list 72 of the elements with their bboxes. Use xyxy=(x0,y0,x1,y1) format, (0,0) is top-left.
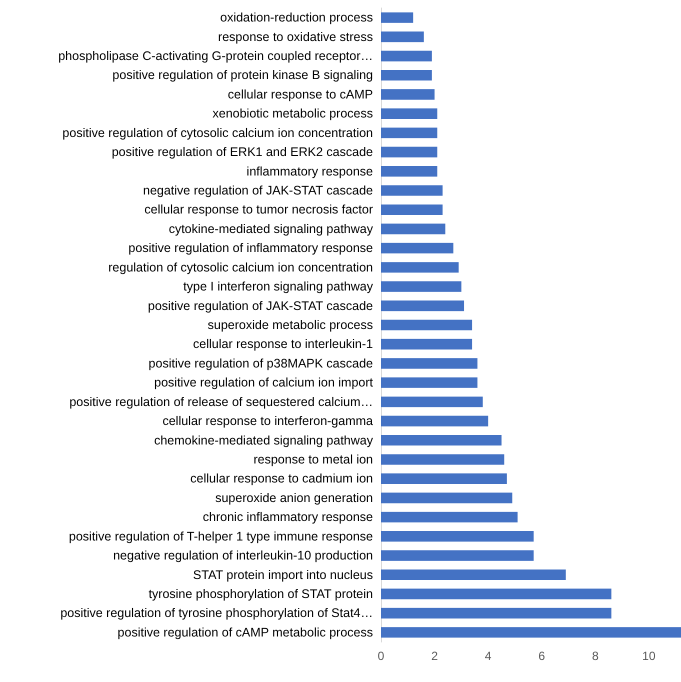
x-tick-label: 6 xyxy=(538,649,546,663)
y-tick-label: superoxide anion generation xyxy=(215,490,374,505)
bar xyxy=(381,281,462,292)
x-tick-label: 0 xyxy=(378,649,385,663)
x-tick-label: 4 xyxy=(484,649,492,663)
bar xyxy=(381,12,414,23)
bar xyxy=(381,320,472,330)
y-tick-label: response to metal ion xyxy=(253,452,374,466)
bar xyxy=(381,492,512,504)
bar xyxy=(381,242,454,254)
y-tick-label: cellular response to tumor necrosis factor xyxy=(144,202,373,217)
x-tick-label: 10 xyxy=(642,649,656,663)
y-tick-label: positive regulation of JAK-STAT cascade xyxy=(148,298,374,313)
bar xyxy=(381,358,478,369)
y-tick-label: positive regulation of release of sequestered calcium… xyxy=(69,394,373,409)
y-tick-label: positive regulation of tyrosine phosphorylation of Stat4… xyxy=(60,606,373,620)
bar xyxy=(381,262,459,273)
y-tick-label: positive regulation of p38MAPK cascade xyxy=(148,356,374,370)
y-tick-label: cytokine-mediated signaling pathway xyxy=(168,222,374,236)
x-tick-label: 2 xyxy=(431,649,438,663)
y-tick-label: negative regulation of JAK-STAT cascade xyxy=(143,184,374,198)
bar xyxy=(381,50,432,62)
y-tick-label: negative regulation of interleukin-10 production xyxy=(113,548,374,563)
bar xyxy=(381,627,681,638)
bar xyxy=(381,224,446,234)
bar xyxy=(381,204,443,216)
y-tick-label: superoxide metabolic process xyxy=(208,318,373,332)
y-tick-label: inflammatory response xyxy=(246,164,374,178)
bar xyxy=(381,416,488,426)
y-tick-label: cellular response to interferon-gamma xyxy=(162,414,374,428)
y-tick-label: STAT protein import into nucleus xyxy=(193,568,373,582)
bar xyxy=(381,454,504,465)
bar xyxy=(381,89,435,100)
y-tick-label: phospholipase C-activating G-protein coupled receptor… xyxy=(58,49,373,64)
y-tick-label: cellular response to interleukin-1 xyxy=(193,337,374,352)
bar xyxy=(381,146,438,158)
bar xyxy=(381,473,507,484)
bar xyxy=(381,550,534,561)
y-tick-label: positive regulation of T-helper 1 type immune response xyxy=(68,529,374,544)
y-tick-label: regulation of cytosolic calcium ion concentration xyxy=(108,260,374,274)
bar xyxy=(381,377,478,388)
bar xyxy=(381,32,424,42)
y-tick-label: oxidation-reduction process xyxy=(220,10,373,25)
y-tick-label: chronic inflammatory response xyxy=(202,510,374,524)
y-tick-label: tyrosine phosphorylation of STAT protein xyxy=(148,586,374,601)
bar xyxy=(381,338,472,350)
y-tick-label: positive regulation of inflammatory response xyxy=(128,241,374,256)
bar xyxy=(381,70,432,81)
bar xyxy=(381,396,483,408)
bar xyxy=(381,512,518,522)
y-tick-label: xenobiotic metabolic process xyxy=(212,106,373,121)
bar xyxy=(381,300,464,312)
bar xyxy=(381,185,443,196)
y-tick-label: response to oxidative stress xyxy=(218,30,373,44)
y-tick-label: chemokine-mediated signaling pathway xyxy=(154,433,374,448)
y-tick-label: positive regulation of calcium ion import xyxy=(154,376,374,390)
y-tick-label: positive regulation of protein kinase B signaling xyxy=(112,68,374,82)
bar xyxy=(381,608,612,618)
bar xyxy=(381,569,566,580)
y-tick-label: positive regulation of cAMP metabolic process xyxy=(118,625,373,640)
y-tick-label: positive regulation of ERK1 and ERK2 cascade xyxy=(112,145,374,160)
y-tick-label: cellular response to cAMP xyxy=(228,87,373,102)
bar xyxy=(381,588,612,600)
y-tick-label: positive regulation of cytosolic calcium ion concentration xyxy=(62,126,374,140)
bar xyxy=(381,128,438,138)
bar xyxy=(381,166,438,177)
bar xyxy=(381,108,438,119)
bar xyxy=(381,531,534,542)
y-tick-label: type I interferon signaling pathway xyxy=(183,280,374,294)
y-tick-label: cellular response to cadmium ion xyxy=(190,472,374,486)
x-tick-label: 8 xyxy=(592,649,599,663)
bar xyxy=(381,434,502,446)
